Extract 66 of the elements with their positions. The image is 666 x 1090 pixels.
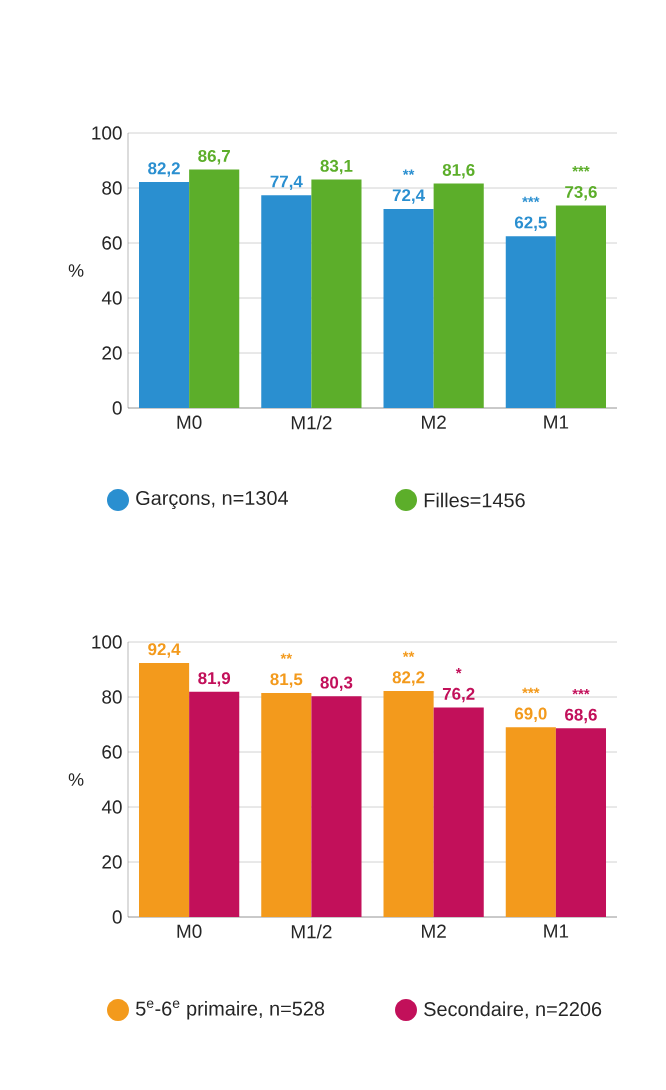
annotation: ** — [402, 169, 415, 175]
bar — [311, 179, 362, 408]
y-tick-label: 40 — [101, 800, 122, 814]
x-tick-label: M0 — [177, 415, 202, 429]
y-tick-label: 60 — [102, 745, 122, 759]
x-tick-label: M1 — [544, 415, 569, 429]
y-tick-label: 0 — [112, 910, 122, 924]
bar — [383, 690, 434, 918]
data-label: 62,5 — [514, 216, 547, 231]
y-tick-label: 60 — [102, 236, 122, 250]
y-tick-label: 80 — [102, 181, 122, 195]
data-label: 69,0 — [514, 707, 547, 723]
x-tick-label: M2 — [422, 924, 446, 938]
annotation: *** — [572, 166, 590, 172]
y-tick-label: 100 — [92, 635, 122, 649]
bar — [433, 183, 484, 408]
x-tick-label: M2 — [422, 415, 446, 429]
data-label: 68,6 — [565, 708, 597, 724]
data-label: 72,4 — [392, 189, 425, 204]
bar — [555, 728, 606, 918]
annotation: *** — [522, 687, 540, 694]
data-label: 81,6 — [442, 163, 475, 179]
data-label: 80,3 — [320, 676, 353, 691]
legend-label: Secondaire, n=2206 — [424, 1001, 602, 1019]
bar — [383, 208, 434, 408]
y-tick-label: 100 — [92, 126, 122, 140]
bar — [555, 205, 606, 408]
data-label: 81,5 — [270, 673, 303, 688]
x-tick-label: M1/2 — [291, 415, 332, 430]
bar — [311, 696, 362, 918]
bar — [261, 195, 312, 408]
data-label: 83,1 — [320, 159, 353, 175]
y-tick-label: 20 — [102, 855, 122, 869]
y-tick-label: 80 — [102, 690, 122, 704]
y-tick-label: 20 — [102, 346, 122, 360]
y-axis-title: % — [68, 264, 84, 277]
bar — [261, 692, 312, 918]
bar — [505, 727, 556, 918]
annotation: * — [455, 667, 462, 674]
x-tick-label: M0 — [177, 924, 202, 938]
data-label: 82,2 — [148, 162, 180, 177]
y-axis-title: % — [68, 773, 84, 786]
x-tick-label: M1 — [544, 924, 569, 938]
bar — [139, 662, 190, 918]
bar — [189, 169, 240, 408]
data-label: 77,4 — [270, 175, 303, 190]
annotation: ** — [280, 653, 293, 659]
legend-label: Filles=1456 — [424, 492, 525, 508]
x-tick-label: M1/2 — [291, 924, 332, 939]
annotation: *** — [572, 688, 590, 695]
data-label: 81,9 — [198, 672, 231, 687]
data-label: 73,6 — [565, 185, 597, 201]
y-tick-label: 40 — [101, 291, 122, 305]
legend-label: Garçons, n=1304 — [136, 490, 289, 510]
bar — [505, 236, 556, 408]
bar — [189, 691, 240, 918]
y-tick-label: 0 — [112, 401, 122, 415]
annotation: *** — [522, 196, 540, 203]
data-label: 86,7 — [198, 149, 230, 165]
annotation: ** — [402, 651, 415, 658]
bar — [139, 181, 190, 408]
bar — [433, 707, 484, 918]
data-label: 92,4 — [148, 643, 181, 658]
data-label: 76,2 — [442, 687, 475, 703]
legend-label: 5$^{e}$-6$^{e}$ primaire, n=528 — [136, 1000, 325, 1020]
data-label: 82,2 — [392, 671, 425, 686]
